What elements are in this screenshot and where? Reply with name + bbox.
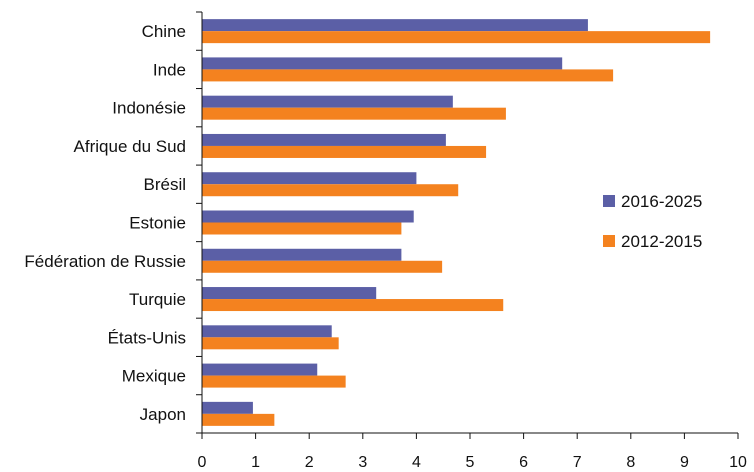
bar-federation-de-russie-2016-2025 xyxy=(202,248,402,261)
bar-bresil-2016-2025 xyxy=(202,172,417,185)
category-label-afrique-du-sud: Afrique du Sud xyxy=(74,137,186,156)
bar-afrique-du-sud-2012-2015 xyxy=(202,145,487,158)
legend-label-2016-2025: 2016-2025 xyxy=(621,192,702,211)
bar-inde-2012-2015 xyxy=(202,69,614,82)
x-tick-label-1: 1 xyxy=(251,454,260,471)
bar-turquie-2012-2015 xyxy=(202,299,504,312)
category-label-chine: Chine xyxy=(142,22,186,41)
x-tick-label-7: 7 xyxy=(573,454,582,471)
bar-bresil-2012-2015 xyxy=(202,184,459,197)
category-label-federation-de-russie: Fédération de Russie xyxy=(24,252,186,271)
category-label-japon: Japon xyxy=(140,405,186,424)
bar-inde-2016-2025 xyxy=(202,57,563,70)
bar-afrique-du-sud-2016-2025 xyxy=(202,133,446,146)
bar-japon-2016-2025 xyxy=(202,401,253,414)
x-tick-label-10: 10 xyxy=(729,454,747,471)
bar-etats-unis-2012-2015 xyxy=(202,337,339,350)
bar-mexique-2012-2015 xyxy=(202,375,346,388)
legend-swatch-2016-2025 xyxy=(603,195,615,207)
bar-etats-unis-2016-2025 xyxy=(202,325,332,338)
category-label-etats-unis: États-Unis xyxy=(108,328,186,347)
category-label-indonesie: Indonésie xyxy=(112,99,186,118)
x-tick-label-5: 5 xyxy=(466,454,475,471)
category-label-inde: Inde xyxy=(153,60,186,79)
axes-group: 0 1 2 3 4 5 6 7 8 9 10 xyxy=(196,11,747,471)
bar-indonesie-2012-2015 xyxy=(202,107,506,120)
legend: 2016-2025 2012-2015 xyxy=(603,192,702,251)
bar-estonie-2012-2015 xyxy=(202,222,402,235)
x-tick-label-2: 2 xyxy=(305,454,314,471)
category-label-mexique: Mexique xyxy=(122,367,186,386)
bar-mexique-2016-2025 xyxy=(202,363,318,376)
x-tick-label-6: 6 xyxy=(519,454,528,471)
bar-indonesie-2016-2025 xyxy=(202,95,453,108)
legend-swatch-2012-2015 xyxy=(603,235,615,247)
x-tick-label-9: 9 xyxy=(680,454,689,471)
bar-turquie-2016-2025 xyxy=(202,287,377,300)
bar-federation-de-russie-2012-2015 xyxy=(202,260,443,273)
category-label-bresil: Brésil xyxy=(143,175,186,194)
bars-group xyxy=(202,19,711,426)
x-tick-label-4: 4 xyxy=(412,454,421,471)
x-tick-label-3: 3 xyxy=(358,454,367,471)
x-tick-label-8: 8 xyxy=(626,454,635,471)
category-label-estonie: Estonie xyxy=(129,214,186,233)
category-label-turquie: Turquie xyxy=(129,290,186,309)
bar-chine-2012-2015 xyxy=(202,31,711,44)
labels-group: Chine Inde Indonésie Afrique du Sud Brésil Es… xyxy=(24,22,186,424)
bar-estonie-2016-2025 xyxy=(202,210,414,223)
bar-chine-2016-2025 xyxy=(202,19,588,32)
x-tick-label-0: 0 xyxy=(198,454,207,471)
bar-japon-2012-2015 xyxy=(202,413,275,426)
legend-label-2012-2015: 2012-2015 xyxy=(621,232,702,251)
